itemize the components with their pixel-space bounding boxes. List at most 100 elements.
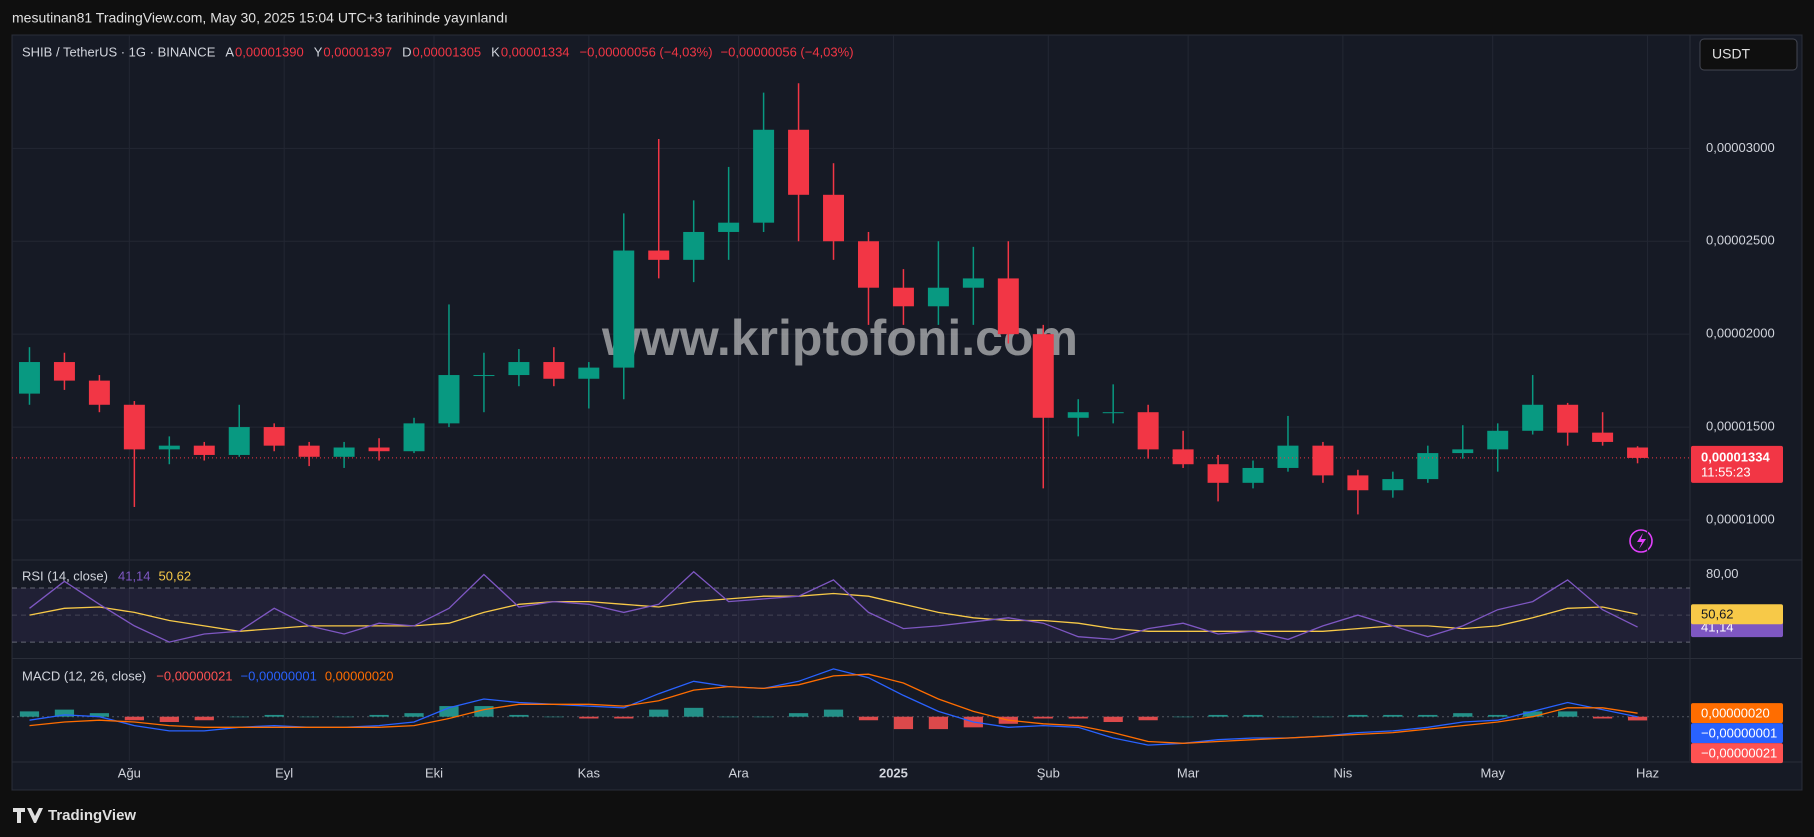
histogram-bar	[544, 716, 564, 718]
axis-value-label-box	[1691, 703, 1783, 724]
candle-body	[1207, 464, 1229, 483]
candle-body	[543, 362, 565, 379]
axis-value-label: −0,00000021	[1701, 746, 1777, 761]
histogram-bar	[823, 709, 844, 717]
y-tick-label: 0,00001500	[1706, 419, 1775, 434]
legend-text: −0,00000056 (−4,03%)	[721, 44, 854, 59]
legend-text: −0,00000001	[241, 668, 317, 683]
currency-button[interactable]	[1699, 38, 1798, 71]
histogram-bar	[1348, 714, 1368, 717]
histogram-bar	[19, 711, 40, 717]
histogram-bar	[1313, 716, 1333, 718]
histogram-bar	[439, 706, 459, 717]
candle-body	[1487, 430, 1509, 450]
candle-body	[1522, 404, 1544, 431]
candle-body	[403, 423, 425, 452]
histogram-bar	[509, 714, 529, 717]
candle-body	[857, 241, 879, 288]
histogram-bar	[89, 713, 110, 717]
candle-body	[1557, 404, 1579, 433]
legend-text: 0,00001390	[235, 44, 304, 59]
legend-text: −0,00000021	[156, 668, 232, 683]
candle-body	[193, 445, 215, 455]
candle-body	[1277, 445, 1299, 468]
x-tick-label: May	[1480, 765, 1505, 780]
histogram-bar	[1592, 716, 1613, 719]
candle-body	[88, 380, 110, 405]
candle-body	[1032, 334, 1054, 418]
candle-body	[123, 404, 145, 450]
x-tick-label: Ara	[729, 765, 750, 780]
candle-body	[1347, 475, 1369, 491]
histogram-bar	[1278, 716, 1298, 718]
histogram-bar	[1523, 711, 1543, 717]
histogram-bar	[474, 706, 494, 717]
candle-body	[228, 427, 250, 455]
histogram-bar	[1418, 714, 1438, 717]
legend-text: 41,14	[118, 568, 151, 583]
x-tick-label: Haz	[1636, 765, 1659, 780]
histogram-bar	[299, 716, 319, 718]
legend-text: RSI (14, close)	[22, 568, 108, 583]
histogram-bar	[719, 716, 739, 718]
axis-value-label-box	[1691, 723, 1783, 744]
x-tick-label: Mar	[1177, 765, 1200, 780]
candle-body	[473, 375, 495, 377]
macd-line	[29, 673, 1638, 744]
y-tick-label: 80,00	[1706, 566, 1739, 581]
last-price-box	[1691, 445, 1783, 483]
candle-body	[718, 222, 740, 232]
candle-body	[1452, 449, 1474, 454]
histogram-bar	[1453, 713, 1473, 717]
axis-value-label-box	[1691, 743, 1783, 764]
histogram-bar	[788, 713, 809, 717]
candle-body	[263, 427, 285, 446]
legend-text: 0,00001305	[412, 44, 481, 59]
histogram-bar	[124, 716, 144, 721]
candle-body	[1592, 432, 1614, 442]
histogram-bar	[54, 709, 75, 717]
candle-body	[648, 250, 670, 260]
axis-value-label: 0,00000020	[1701, 706, 1770, 721]
rsi-line	[29, 592, 1638, 632]
legend-text: MACD (12, 26, close)	[22, 668, 146, 683]
alert-icon[interactable]	[1629, 529, 1653, 553]
histogram-bar	[1627, 716, 1648, 721]
legend-text: A	[225, 44, 234, 59]
legend-text: 50,62	[159, 568, 192, 583]
currency-label: USDT	[1712, 46, 1751, 62]
histogram-bar	[893, 716, 914, 730]
histogram-bar	[753, 716, 774, 718]
histogram-bar	[1558, 711, 1578, 717]
axis-value-label: −0,00000001	[1701, 726, 1777, 741]
histogram-bar	[684, 707, 704, 717]
histogram-bar	[1033, 716, 1053, 719]
histogram-bar	[264, 714, 284, 717]
histogram-bar	[1383, 714, 1403, 717]
histogram-bar	[649, 709, 669, 717]
candle-body	[613, 250, 635, 368]
histogram-bar	[1068, 716, 1088, 719]
candle-body	[1137, 412, 1159, 450]
alert-bolt	[1637, 533, 1646, 549]
publisher-info: mesutinan81 TradingView.com, May 30, 202…	[12, 10, 508, 26]
axis-value-label: 50,62	[1701, 607, 1734, 622]
candle-body	[508, 362, 530, 376]
x-tick-label: Eyl	[275, 765, 293, 780]
candle-body	[1172, 449, 1194, 465]
candle-body	[158, 445, 180, 450]
histogram-bar	[928, 716, 949, 730]
chart-area	[11, 34, 1803, 791]
candle-body	[892, 287, 914, 307]
candle-body	[298, 445, 320, 457]
y-tick-label: 0,00002500	[1706, 233, 1775, 248]
y-tick-label: 0,00002000	[1706, 326, 1775, 341]
candle-body	[1382, 479, 1404, 491]
histogram-bar	[369, 714, 389, 717]
histogram-bar	[1243, 714, 1263, 717]
candle-body	[1242, 467, 1264, 483]
legend-text: 0,00001334	[501, 44, 570, 59]
candle-body	[578, 367, 600, 379]
candle-body	[962, 278, 984, 288]
